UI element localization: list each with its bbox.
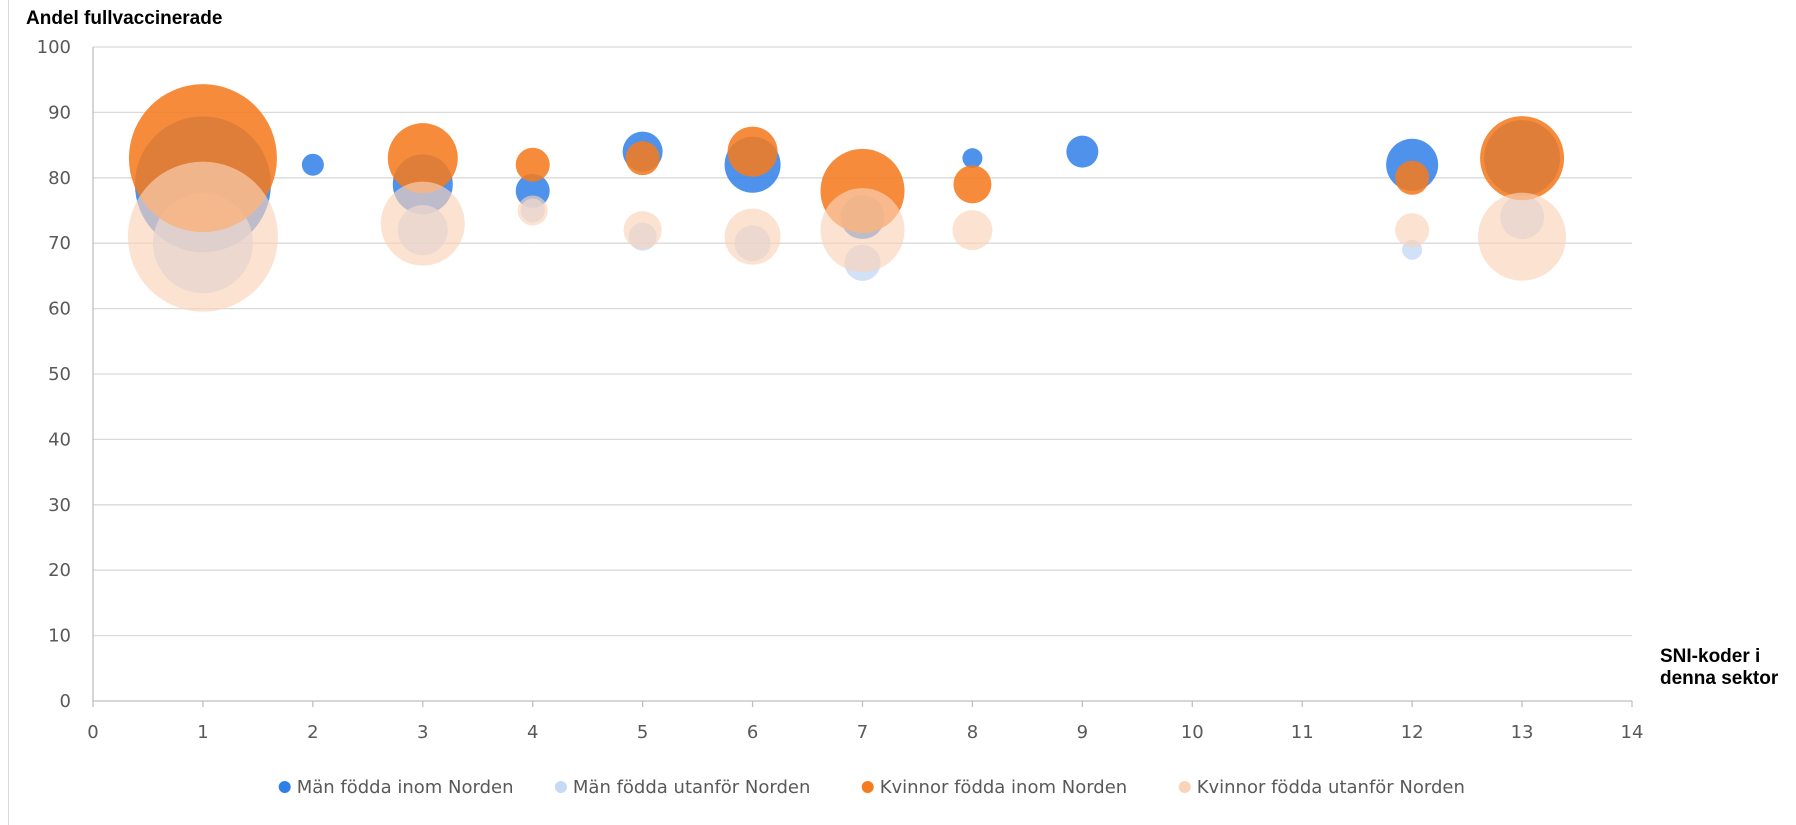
legend-label: Kvinnor födda inom Norden xyxy=(880,777,1128,798)
legend-item: Kvinnor födda inom Norden xyxy=(861,777,1128,798)
bubble-point xyxy=(517,195,548,226)
legend-marker xyxy=(861,781,874,793)
series-4-bubbles xyxy=(127,161,1567,312)
bubble-point xyxy=(1478,192,1567,281)
bubble-point xyxy=(623,211,662,250)
x-tick-label: 7 xyxy=(857,722,868,743)
legend-label: Män födda utanför Norden xyxy=(573,777,811,798)
bubble-point xyxy=(127,161,278,312)
bubble-point xyxy=(1395,160,1430,195)
bubble-point xyxy=(1395,213,1430,248)
x-tick-label: 3 xyxy=(417,722,428,743)
legend-marker xyxy=(278,781,291,793)
legend-marker xyxy=(554,781,567,793)
x-tick-label: 12 xyxy=(1401,722,1424,743)
y-tick-label: 80 xyxy=(48,168,71,189)
bubble-point xyxy=(953,165,992,204)
x-tick-label: 1 xyxy=(197,722,208,743)
x-tick-label: 10 xyxy=(1181,722,1204,743)
chart-frame-border xyxy=(8,0,9,825)
x-axis-title-line-2: denna sektor xyxy=(1660,668,1779,689)
y-tick-label: 40 xyxy=(48,429,71,450)
bubble-point xyxy=(387,123,458,194)
x-tick-label: 13 xyxy=(1511,722,1534,743)
y-tick-label: 30 xyxy=(48,495,71,516)
legend-item: Kvinnor födda utanför Norden xyxy=(1178,777,1465,798)
x-axis-title: SNI-koder i denna sektor xyxy=(1660,646,1779,689)
bubble-point xyxy=(380,181,465,266)
legend: Män födda inom Norden Män födda utanför N… xyxy=(278,777,1465,798)
bubble-plot-area xyxy=(127,84,1567,312)
bubble-point xyxy=(301,153,324,176)
y-tick-label: 90 xyxy=(48,102,71,123)
y-tick-label: 20 xyxy=(48,560,71,581)
y-axis-title: Andel fullvaccinerade xyxy=(26,8,222,29)
x-tick-label: 6 xyxy=(747,722,758,743)
bubble-point xyxy=(962,148,983,169)
y-tick-label: 60 xyxy=(48,299,71,320)
y-tick-label: 50 xyxy=(48,364,71,385)
y-tick-label: 0 xyxy=(60,691,71,712)
x-tick-label: 8 xyxy=(967,722,978,743)
x-tick-label: 4 xyxy=(527,722,538,743)
legend-item: Män födda utanför Norden xyxy=(554,777,811,798)
bubble-point xyxy=(820,188,905,273)
x-axis-title-line-1: SNI-koder i xyxy=(1660,646,1760,667)
y-tick-label: 10 xyxy=(48,626,71,647)
bubble-point xyxy=(727,126,778,177)
bubble-point xyxy=(1480,116,1565,201)
x-tick-label: 5 xyxy=(637,722,648,743)
gridlines xyxy=(93,46,1632,637)
y-tick-label: 70 xyxy=(48,233,71,254)
bubble-point xyxy=(515,147,550,182)
bubble-point xyxy=(952,210,993,251)
bubble-point xyxy=(1066,135,1099,168)
x-tick-label: 9 xyxy=(1077,722,1088,743)
legend-item: Män födda inom Norden xyxy=(278,777,514,798)
bubble-point xyxy=(724,208,781,265)
bubble-point xyxy=(625,141,660,176)
legend-label: Män födda inom Norden xyxy=(297,777,514,798)
x-tick-label: 11 xyxy=(1291,722,1314,743)
legend-marker xyxy=(1178,781,1191,793)
x-tick-label: 0 xyxy=(87,722,98,743)
x-tick-label: 14 xyxy=(1621,722,1644,743)
x-tick-label: 2 xyxy=(307,722,318,743)
y-tick-label: 100 xyxy=(37,37,71,58)
legend-label: Kvinnor födda utanför Norden xyxy=(1197,777,1465,798)
